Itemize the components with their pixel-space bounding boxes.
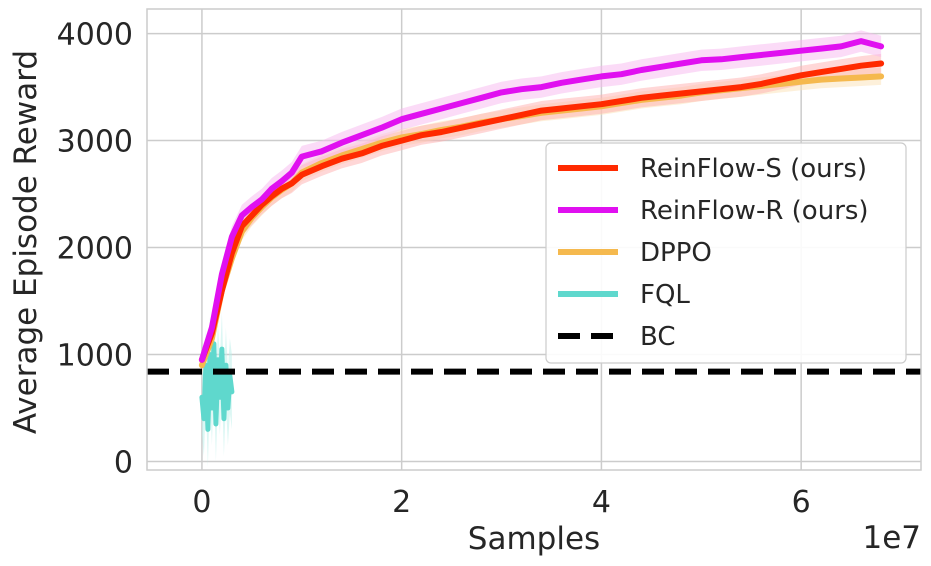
- x-axis-label: Samples: [468, 521, 600, 557]
- y-tick-label: 4000: [57, 18, 133, 53]
- x-tick-label: 6: [792, 485, 811, 520]
- series-lines: [147, 38, 921, 432]
- x-axis-multiplier: 1e7: [862, 520, 921, 556]
- legend-label-bc: BC: [640, 322, 676, 352]
- legend-label-fql: FQL: [640, 280, 690, 310]
- x-tick-label: 0: [192, 485, 211, 520]
- y-tick-label: 2000: [57, 232, 133, 267]
- x-tick-label: 2: [392, 485, 411, 520]
- x-tick-labels: 0 2 4 6: [192, 485, 810, 520]
- legend-label-reinflow-r-ours: ReinFlow-R (ours): [640, 196, 869, 226]
- series-line-reinflow-r-ours: [198, 38, 885, 363]
- y-tick-labels: 0 1000 2000 3000 4000: [57, 18, 133, 481]
- y-tick-label: 3000: [57, 125, 133, 160]
- series-line-fql: [199, 341, 235, 432]
- plot-frame: [146, 8, 922, 471]
- y-axis-label: Average Episode Reward: [8, 50, 44, 434]
- y-tick-label: 1000: [57, 338, 133, 373]
- legend-box: [545, 142, 907, 364]
- legend-label-dppo: DPPO: [640, 238, 712, 268]
- x-tick-label: 4: [592, 485, 611, 520]
- y-tick-label: 0: [114, 445, 133, 480]
- legend-label-reinflow-s-ours: ReinFlow-S (ours): [640, 154, 867, 184]
- series-line-reinflow-s-ours: [198, 60, 885, 363]
- legend: ReinFlow-S (ours) ReinFlow-R (ours) DPPO FQ…: [545, 142, 907, 364]
- series-band-reinflow-s-ours: [201, 53, 882, 370]
